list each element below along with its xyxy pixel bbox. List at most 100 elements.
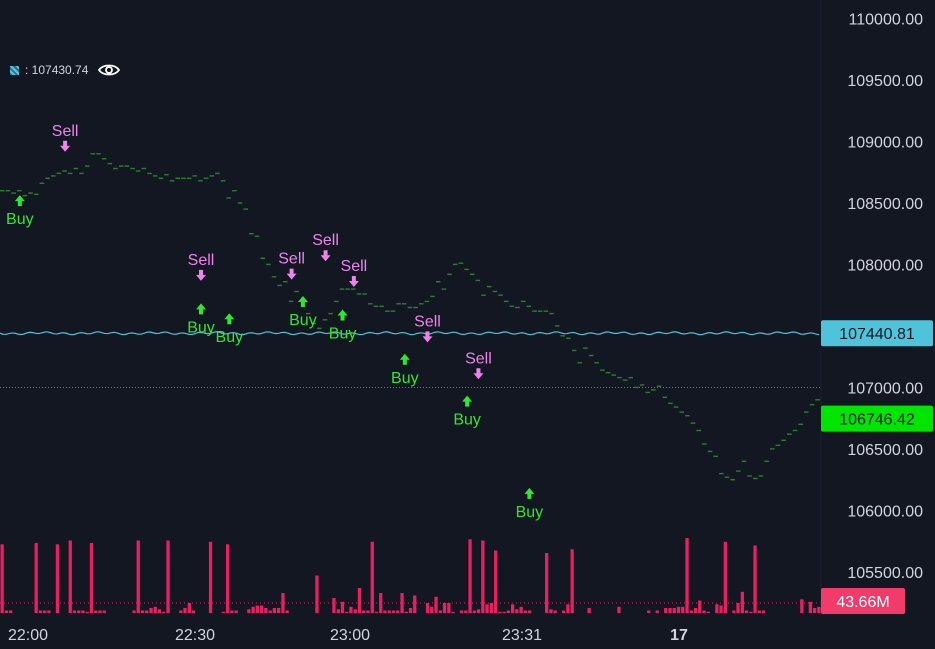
volume-bar [55,544,60,614]
volume-bar [570,549,574,614]
buy-label: Buy [187,319,215,336]
price-series [0,153,820,481]
buy-label: Buy [391,370,419,387]
volume-bar [264,608,268,613]
price-marker-label: 106746.42 [839,412,915,429]
eye-icon[interactable] [98,63,121,77]
volume-bar [749,611,753,614]
volume-bar [38,610,43,613]
reference-layer [0,331,821,388]
price-tick-label: 106500.00 [847,442,923,459]
volume-bar [391,610,396,613]
sell-label: Sell [52,123,79,140]
volume-bar [68,540,72,613]
volume-bar [336,609,340,614]
volume-bar [464,610,468,613]
volume-bar [400,593,404,613]
volume-bar [255,605,259,613]
signal-markers: BuySellSellBuyBuySellBuySellSellBuySellB… [6,123,543,521]
arrow-up-icon [196,303,207,315]
volume-bar [753,545,757,613]
volume-bar [553,610,557,613]
buy-label: Buy [216,329,244,346]
volume-bar [459,610,464,613]
volume-marker: 43.66M [821,588,905,614]
volume-bar [145,610,149,613]
volume-bar [757,610,761,613]
volume-bar [587,608,591,613]
volume-bar [740,591,744,614]
price-marker-box [821,405,933,432]
volume-bar [545,553,549,613]
indicator-legend: : 107430.74 [10,60,121,80]
arrow-up-icon [297,295,308,307]
volume-bar [345,611,349,614]
volume-bar [362,610,366,613]
volume-bar [408,608,413,613]
volume-bar [94,610,98,613]
volume-bar [4,610,9,613]
volume-bar [562,610,566,613]
reference-series-line [0,331,820,336]
buy-signal: Buy [289,295,317,329]
volume-bar [179,610,183,613]
volume-bar [647,610,651,613]
volume-bar [102,610,106,613]
sell-signal: Sell [465,350,492,380]
volume-bar [425,603,430,613]
volume-bar [617,606,621,614]
volume-bar [34,543,38,613]
volume-bar [723,541,727,614]
time-axis[interactable]: 22:00 22:30 23:00 23:31 17 [8,627,688,644]
price-marker: 106746.42 [821,405,933,432]
volume-bar [430,606,434,614]
arrow-up-icon [524,487,535,499]
price-tick-label: 109500.00 [847,73,923,90]
buy-label: Buy [453,412,481,429]
volume-bar [668,608,672,613]
arrow-up-icon [462,395,473,407]
time-tick-label: 23:31 [502,627,542,644]
volume-bar [251,606,255,614]
volume-series [0,538,821,614]
volume-bar [502,611,506,614]
volume-bar [140,610,145,613]
volume-bar [719,605,723,613]
arrow-down-icon [348,276,359,288]
volume-bar [208,541,213,614]
volume-bar [813,608,817,613]
price-tick-label: 110000.00 [849,11,924,28]
volume-bar [268,610,272,613]
volume-bar [761,610,766,613]
volume-bar [226,544,230,614]
volume-bar [234,610,238,613]
buy-signal: Buy [216,313,244,346]
volume-bar [81,610,85,613]
buy-signal: Buy [391,353,419,387]
volume-bar [404,611,408,614]
buy-signal: Buy [516,487,543,521]
volume-bar [672,608,676,613]
volume-bar [153,606,157,614]
volume-bar [85,611,89,614]
volume-bar [187,603,191,613]
volume-bar [191,610,196,613]
volume-bar [744,610,749,613]
volume-bar [332,598,336,613]
volume-bar [272,608,276,613]
volume-marker-label: 43.66M [836,594,889,611]
volume-bar [396,610,400,613]
volume-bar [387,610,391,613]
volume-bar [434,596,438,614]
volume-bar [370,541,374,614]
volume-bar [523,610,527,613]
volume-bar [132,610,136,613]
volume-bar [438,610,442,613]
volume-bar [277,608,281,613]
arrow-down-icon [320,250,331,262]
volume-bar [476,609,481,614]
volume-bar [285,610,289,613]
volume-bar [451,611,455,614]
